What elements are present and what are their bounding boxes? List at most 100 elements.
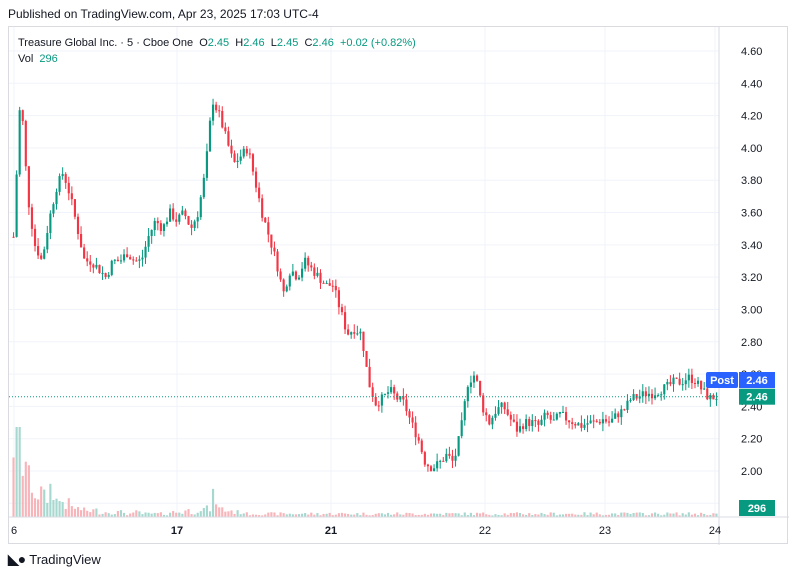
candle-body bbox=[67, 182, 70, 194]
candle-body bbox=[172, 208, 175, 220]
candle-body bbox=[365, 350, 368, 367]
candle-body bbox=[227, 131, 230, 146]
volume-bar bbox=[153, 512, 156, 517]
candle-body bbox=[101, 273, 104, 275]
volume-bar bbox=[202, 507, 205, 517]
volume-bar bbox=[598, 514, 601, 517]
volume-bar bbox=[58, 501, 61, 517]
volume-bar bbox=[503, 513, 506, 517]
volume-bar bbox=[319, 515, 322, 517]
volume-bar bbox=[457, 513, 460, 517]
volume-bar bbox=[687, 512, 690, 517]
price-chart[interactable]: 4.60 4.40 4.20 4.00 3.80 3.60 3.40 3.20 3.00 2.80… bbox=[9, 27, 789, 545]
volume-bar bbox=[564, 513, 568, 517]
candle-body bbox=[706, 388, 709, 400]
candle-body bbox=[374, 396, 377, 406]
candle-body bbox=[672, 377, 675, 385]
volume-bar bbox=[141, 514, 144, 517]
chart-frame[interactable]: 4.60 4.40 4.20 4.00 3.80 3.60 3.40 3.20 3.00 2.80… bbox=[8, 26, 789, 545]
candle-body bbox=[531, 420, 534, 427]
candle-body bbox=[218, 110, 221, 112]
volume-bar bbox=[451, 513, 454, 517]
candle-body bbox=[709, 394, 712, 400]
candle-body bbox=[221, 110, 224, 128]
candle-body bbox=[647, 393, 651, 397]
volume-bar bbox=[83, 507, 86, 517]
candle-body bbox=[525, 419, 528, 430]
volume-bar bbox=[571, 513, 574, 517]
candle-body bbox=[89, 261, 92, 265]
volume-bar bbox=[580, 514, 583, 517]
post-price-label: 2.46 bbox=[746, 375, 767, 387]
y-tick-label: 2.80 bbox=[741, 337, 762, 349]
candle-body bbox=[12, 236, 15, 238]
candle-body bbox=[561, 411, 565, 413]
candle-body bbox=[356, 333, 359, 335]
last-price-badge bbox=[739, 388, 775, 405]
candle-body bbox=[623, 409, 626, 411]
candle-body bbox=[55, 191, 58, 205]
candle-body bbox=[460, 420, 463, 437]
candle-body bbox=[104, 273, 107, 277]
x-tick-label: 24 bbox=[709, 525, 721, 537]
volume-bar bbox=[144, 512, 147, 517]
y-tick-label: 3.60 bbox=[741, 208, 762, 220]
candle-body bbox=[380, 394, 383, 406]
candle-body bbox=[46, 233, 49, 250]
open-value: 2.45 bbox=[207, 37, 230, 49]
volume-bar bbox=[89, 512, 92, 517]
volume-bar bbox=[561, 514, 565, 517]
candle-body bbox=[224, 127, 227, 132]
candle-body bbox=[509, 414, 512, 420]
candle-body bbox=[27, 166, 30, 208]
volume-bar bbox=[273, 512, 276, 517]
candle-body bbox=[264, 217, 267, 223]
candle-body bbox=[107, 274, 110, 277]
volume-bar bbox=[558, 514, 561, 517]
volume-bar bbox=[147, 512, 150, 517]
candle-body bbox=[40, 255, 43, 259]
candle-body bbox=[417, 437, 420, 441]
volume-bar bbox=[448, 513, 451, 517]
candle-body bbox=[95, 264, 98, 268]
volume-bar bbox=[494, 514, 497, 517]
volume-bar bbox=[650, 513, 654, 517]
symbol-title[interactable]: Treasure Global Inc. · 5 · Cboe One bbox=[18, 37, 194, 49]
volume-bar bbox=[350, 514, 353, 517]
chart-legend: Treasure Global Inc. · 5 · Cboe One O2.4… bbox=[18, 35, 416, 67]
volume-bar bbox=[254, 514, 258, 517]
candle-body bbox=[442, 460, 445, 462]
volume-bar bbox=[208, 511, 212, 517]
candle-body bbox=[518, 426, 522, 432]
volume-badge-label: 296 bbox=[748, 503, 766, 515]
volume-bar bbox=[61, 501, 64, 517]
volume-bar bbox=[426, 514, 430, 517]
volume-bar bbox=[518, 512, 522, 517]
volume-bar bbox=[411, 513, 414, 517]
high-value: 2.46 bbox=[243, 37, 265, 49]
candle-body bbox=[371, 387, 374, 397]
price-badges: Post 2.46 2.46 296 bbox=[706, 372, 775, 516]
volume-bar bbox=[386, 512, 390, 517]
volume-bar bbox=[568, 513, 571, 517]
volume-bar bbox=[669, 513, 672, 517]
candle-body bbox=[291, 271, 294, 276]
volume-bar bbox=[663, 514, 666, 517]
y-tick-label: 3.40 bbox=[741, 240, 762, 252]
volume-bar bbox=[49, 483, 52, 517]
candle-body bbox=[242, 148, 245, 157]
volume-bar bbox=[242, 513, 245, 517]
candle-body bbox=[386, 392, 390, 394]
volume-bar bbox=[681, 513, 684, 517]
volume-bar bbox=[380, 513, 383, 517]
volume-bar bbox=[199, 511, 202, 517]
candle-body bbox=[230, 145, 233, 154]
volume-bar bbox=[313, 514, 316, 517]
candle-body bbox=[687, 374, 690, 381]
candle-body bbox=[485, 412, 488, 416]
candle-body bbox=[150, 230, 153, 236]
tradingview-logo[interactable]: ◣● TradingView bbox=[8, 551, 101, 568]
volume-bar bbox=[525, 514, 528, 517]
volume-bar bbox=[604, 514, 608, 517]
candle-body bbox=[98, 264, 101, 274]
